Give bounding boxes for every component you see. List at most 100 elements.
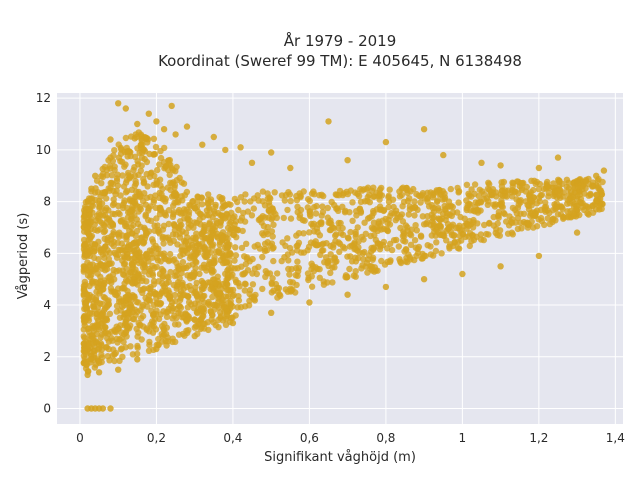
scatter-point bbox=[429, 194, 436, 201]
scatter-point bbox=[127, 133, 135, 140]
scatter-point bbox=[82, 300, 90, 308]
scatter-point bbox=[212, 201, 219, 208]
scatter-point bbox=[320, 281, 328, 288]
scatter-point bbox=[388, 246, 396, 254]
scatter-point bbox=[223, 258, 230, 265]
scatter-point bbox=[393, 236, 400, 244]
scatter-point bbox=[176, 275, 183, 282]
scatter-point bbox=[324, 204, 331, 212]
scatter-point bbox=[89, 336, 96, 343]
scatter-point bbox=[478, 159, 485, 166]
scatter-point bbox=[104, 353, 112, 360]
scatter-point bbox=[492, 189, 500, 196]
scatter-point bbox=[80, 263, 88, 270]
scatter-point bbox=[368, 187, 376, 194]
scatter-point bbox=[451, 232, 458, 239]
y-tick-label: 10 bbox=[36, 143, 51, 157]
scatter-point bbox=[170, 209, 178, 216]
scatter-point bbox=[266, 194, 273, 201]
scatter-point bbox=[585, 175, 592, 183]
scatter-point bbox=[437, 216, 444, 224]
scatter-point bbox=[443, 237, 450, 244]
scatter-point bbox=[256, 215, 264, 223]
scatter-point bbox=[242, 303, 249, 310]
scatter-point bbox=[285, 265, 292, 273]
scatter-point bbox=[145, 110, 152, 117]
scatter-point bbox=[170, 281, 177, 289]
scatter-point bbox=[353, 208, 360, 215]
scatter-point bbox=[156, 211, 163, 218]
scatter-points bbox=[80, 100, 608, 412]
scatter-point bbox=[361, 219, 368, 226]
scatter-point bbox=[327, 251, 334, 258]
scatter-point bbox=[477, 231, 485, 238]
scatter-point bbox=[248, 212, 256, 219]
scatter-point bbox=[184, 292, 191, 299]
scatter-point bbox=[99, 405, 107, 412]
scatter-point bbox=[108, 172, 116, 179]
scatter-point bbox=[132, 242, 140, 249]
scatter-point bbox=[343, 274, 350, 281]
scatter-point bbox=[339, 203, 346, 210]
scatter-point bbox=[341, 245, 348, 252]
scatter-point bbox=[179, 258, 187, 266]
scatter-point bbox=[535, 252, 543, 260]
scatter-point bbox=[232, 244, 239, 251]
scatter-point bbox=[143, 298, 150, 305]
scatter-point bbox=[347, 187, 354, 194]
scatter-point bbox=[346, 265, 353, 273]
scatter-point bbox=[359, 187, 366, 194]
scatter-point bbox=[124, 309, 131, 316]
y-axis-title: Vågperiod (s) bbox=[16, 213, 31, 300]
x-tick-label: 0,6 bbox=[300, 431, 319, 445]
scatter-point bbox=[417, 199, 424, 206]
scatter-point bbox=[506, 213, 513, 220]
scatter-point bbox=[98, 173, 105, 180]
scatter-point bbox=[397, 259, 405, 267]
scatter-point bbox=[287, 197, 294, 205]
scatter-point bbox=[441, 202, 448, 210]
scatter-point bbox=[341, 209, 349, 216]
scatter-point bbox=[544, 183, 551, 191]
y-tick-label: 0 bbox=[43, 401, 51, 415]
scatter-point bbox=[111, 291, 119, 298]
scatter-point bbox=[159, 235, 166, 242]
scatter-point bbox=[514, 204, 522, 211]
scatter-point bbox=[378, 257, 385, 265]
scatter-point bbox=[407, 256, 414, 263]
scatter-point bbox=[205, 279, 212, 286]
scatter-point bbox=[306, 229, 313, 236]
scatter-point bbox=[553, 200, 560, 207]
scatter-point bbox=[219, 280, 226, 288]
scatter-point bbox=[164, 338, 172, 345]
scatter-point bbox=[110, 187, 117, 194]
scatter-point bbox=[412, 222, 419, 229]
x-tick-label: 0 bbox=[76, 431, 84, 445]
scatter-point bbox=[411, 203, 418, 211]
scatter-point bbox=[369, 254, 377, 261]
scatter-point bbox=[162, 195, 169, 203]
scatter-point bbox=[122, 328, 130, 335]
scatter-point bbox=[545, 193, 552, 200]
scatter-point bbox=[122, 294, 129, 301]
scatter-point bbox=[124, 153, 131, 160]
scatter-point bbox=[406, 230, 414, 238]
scatter-point bbox=[101, 163, 109, 171]
scatter-point bbox=[567, 195, 575, 202]
scatter-point bbox=[497, 263, 504, 270]
scatter-point bbox=[285, 257, 292, 264]
scatter-point bbox=[439, 196, 446, 203]
scatter-point bbox=[428, 201, 435, 209]
scatter-point bbox=[420, 276, 428, 283]
scatter-point bbox=[107, 222, 114, 230]
scatter-point bbox=[396, 193, 404, 200]
scatter-point bbox=[196, 242, 203, 250]
scatter-point bbox=[139, 286, 147, 293]
scatter-point bbox=[190, 269, 198, 276]
scatter-point bbox=[172, 190, 179, 197]
scatter-point bbox=[254, 192, 261, 199]
scatter-point bbox=[541, 204, 548, 211]
scatter-point bbox=[576, 211, 583, 219]
scatter-point bbox=[144, 216, 152, 224]
scatter-point bbox=[546, 220, 553, 228]
